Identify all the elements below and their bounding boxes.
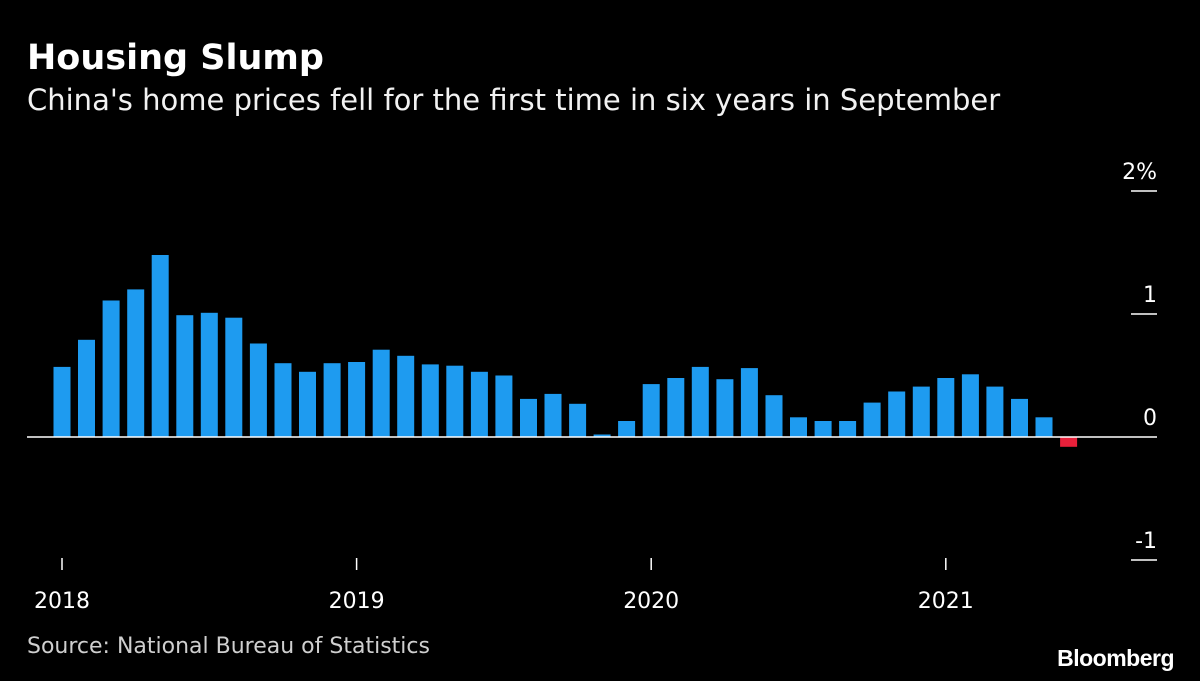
bar [937,378,954,437]
bar [495,376,512,438]
bar [815,421,832,437]
bar [692,367,709,437]
y-tick-label: 2% [1122,160,1157,185]
bar [913,387,930,437]
bar [54,367,71,437]
y-tick-label: 1 [1143,283,1157,308]
bar [766,395,783,437]
bar [741,368,758,437]
bar [667,378,684,437]
bar [888,392,905,438]
bar [790,417,807,437]
bar [176,315,193,437]
bar-negative [1060,437,1077,447]
bar [422,364,439,437]
bar [471,372,488,437]
bar [103,301,120,438]
bar [348,362,365,437]
bar [397,356,414,437]
source-note: Source: National Bureau of Statistics [27,632,430,662]
bar [446,366,463,437]
bar [1036,417,1053,437]
bar [373,350,390,437]
x-tick-label: 2021 [918,589,974,614]
bar [324,363,341,437]
bar [275,363,292,437]
bloomberg-logo: Bloomberg [1057,643,1174,673]
bar [716,379,733,437]
bar [839,421,856,437]
bar [864,403,881,437]
x-tick-label: 2020 [623,589,679,614]
bar [520,399,537,437]
bar [986,387,1003,437]
bar [643,384,660,437]
bar [569,404,586,437]
bars-group [54,255,1078,447]
bar [250,344,267,438]
bar [201,313,218,437]
x-tick-label: 2019 [329,589,385,614]
bar [78,340,95,437]
bar [1011,399,1028,437]
y-tick-label: -1 [1135,529,1157,554]
bar [545,394,562,437]
x-tick-label: 2018 [34,589,90,614]
bar [225,318,242,437]
bar [962,374,979,437]
bar [299,372,316,437]
y-tick-label: 0 [1143,406,1157,431]
bar [152,255,169,437]
bar [127,289,144,437]
bar [618,421,635,437]
